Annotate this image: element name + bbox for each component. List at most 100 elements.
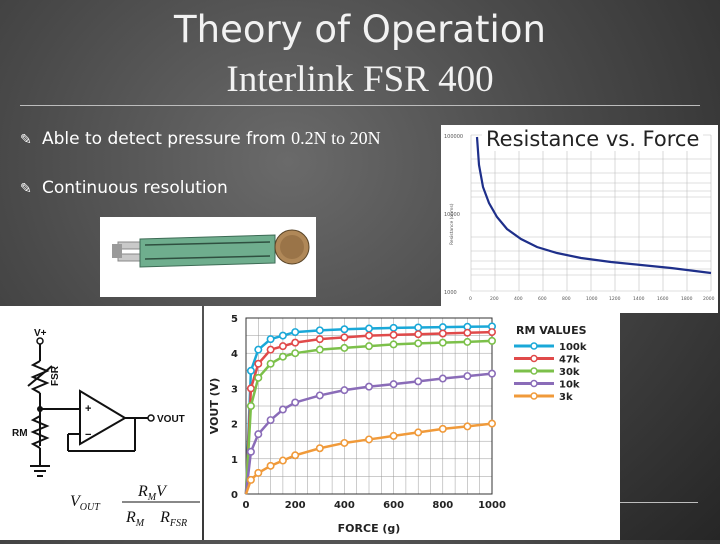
data-point-10k [266, 416, 275, 425]
formula-denominator: RM RFSR [125, 509, 187, 529]
data-point-47k [487, 328, 496, 337]
data-point-3k [254, 468, 263, 477]
data-point-47k [340, 333, 349, 342]
bullet-continuous: ✎ Continuous resolution [20, 178, 228, 198]
data-point-3k [266, 461, 275, 470]
data-point-47k [266, 345, 275, 354]
data-point-100k [278, 331, 287, 340]
y-tick-1000: 1000 [444, 290, 457, 296]
data-point-30k [266, 359, 275, 368]
data-point-100k [291, 328, 300, 337]
x-tick-label: 600 [383, 500, 404, 511]
data-point-47k [389, 330, 398, 339]
data-point-30k [389, 340, 398, 349]
data-point-47k [365, 331, 374, 340]
voltage-divider-circuit: V+ FSR RM VOUT + − VOUT RMV RM RFSR [0, 306, 202, 540]
data-point-47k [315, 335, 324, 344]
bullet-icon: ✎ [20, 181, 32, 197]
x-tick: 200 [490, 296, 499, 302]
x-tick-label: 0 [243, 500, 250, 511]
y-tick-label: 2 [231, 420, 238, 431]
data-point-3k [487, 419, 496, 428]
legend-marker-3k [530, 392, 538, 400]
data-point-10k [487, 369, 496, 378]
data-point-47k [291, 338, 300, 347]
legend-label-100k: 100k [559, 342, 587, 353]
data-point-10k [463, 372, 472, 381]
data-point-47k [246, 384, 255, 393]
y-axis-label: Resistance (ohms) [449, 203, 455, 245]
x-tick: 1800 [681, 296, 693, 302]
y-tick-label: 4 [231, 349, 238, 360]
data-point-10k [389, 380, 398, 389]
data-point-10k [278, 405, 287, 414]
circuit-svg: V+ FSR RM VOUT + − VOUT RMV RM RFSR [12, 328, 200, 529]
data-point-47k [438, 329, 447, 338]
x-tick: 600 [538, 296, 547, 302]
y-tick-label: 3 [231, 384, 238, 395]
vplus-label: V+ [34, 328, 47, 339]
resistance-vs-force-graph: 100000 10000 1000 Resistance (ohms) 0 20… [441, 125, 718, 313]
x-tick-label: 200 [285, 500, 306, 511]
data-point-100k [438, 323, 447, 332]
x-tick: 400 [514, 296, 523, 302]
data-point-3k [438, 424, 447, 433]
data-point-10k [291, 398, 300, 407]
data-point-100k [389, 323, 398, 332]
x-tick-label: 1000 [478, 500, 506, 511]
legend-label-47k: 47k [559, 355, 580, 366]
data-point-30k [487, 336, 496, 345]
fsr-sensor-svg [112, 229, 310, 268]
data-point-100k [315, 326, 324, 335]
data-point-100k [266, 335, 275, 344]
data-point-30k [291, 349, 300, 358]
data-point-10k [340, 386, 349, 395]
x-tick: 1200 [609, 296, 621, 302]
fsr-label: FSR [50, 365, 61, 386]
legend-marker-10k [530, 379, 538, 388]
legend-label-30k: 30k [559, 367, 580, 378]
data-point-10k [246, 447, 255, 456]
x-tick: 1000 [586, 296, 598, 302]
data-point-3k [291, 451, 300, 460]
data-point-10k [365, 382, 374, 391]
x-tick: 1400 [633, 296, 645, 302]
formula-numerator: RMV [137, 483, 168, 503]
x-tick-label: 800 [432, 500, 453, 511]
data-point-3k [246, 475, 255, 484]
data-point-30k [365, 342, 374, 351]
bullet-pressure-range: ✎ Able to detect pressure from 0.2N to 20… [20, 128, 381, 149]
data-point-3k [389, 431, 398, 440]
y-tick-label: 0 [231, 490, 238, 501]
rm-label: RM [12, 428, 28, 439]
data-point-100k [340, 325, 349, 334]
data-point-10k [414, 377, 423, 386]
legend-label-3k: 3k [559, 392, 573, 403]
data-point-30k [438, 338, 447, 347]
data-point-3k [414, 428, 423, 437]
bullet-icon: ✎ [20, 132, 32, 148]
formula-lhs: VOUT [70, 493, 101, 513]
data-point-3k [463, 422, 472, 431]
x-axis-label: FORCE (g) [338, 522, 401, 535]
y-tick-label: 1 [231, 455, 238, 466]
data-point-3k [315, 444, 324, 453]
data-point-30k [315, 345, 324, 354]
legend-title: RM VALUES [516, 324, 587, 337]
data-point-30k [463, 337, 472, 346]
bullet-text: Able to detect pressure from [42, 129, 292, 149]
bullet-text-serif: 0.2N to 20N [291, 128, 381, 148]
fsr-sensor-photo [100, 217, 316, 297]
data-point-47k [278, 342, 287, 351]
data-point-100k [254, 345, 263, 354]
bullet-text: Continuous resolution [42, 178, 228, 198]
x-tick: 1600 [657, 296, 669, 302]
x-tick: 800 [562, 296, 571, 302]
legend-label-10k: 10k [559, 380, 580, 391]
data-point-3k [365, 435, 374, 444]
data-point-30k [278, 352, 287, 361]
x-tick-label: 400 [334, 500, 355, 511]
y-tick-label: 5 [231, 314, 238, 325]
vout-chart-svg: 0 200 400 600 800 1000 0 1 2 3 4 5 FORCE (g) VOUT (V)… [208, 314, 587, 535]
resistance-graph-svg: 100000 10000 1000 Resistance (ohms) 0 20… [444, 134, 715, 302]
